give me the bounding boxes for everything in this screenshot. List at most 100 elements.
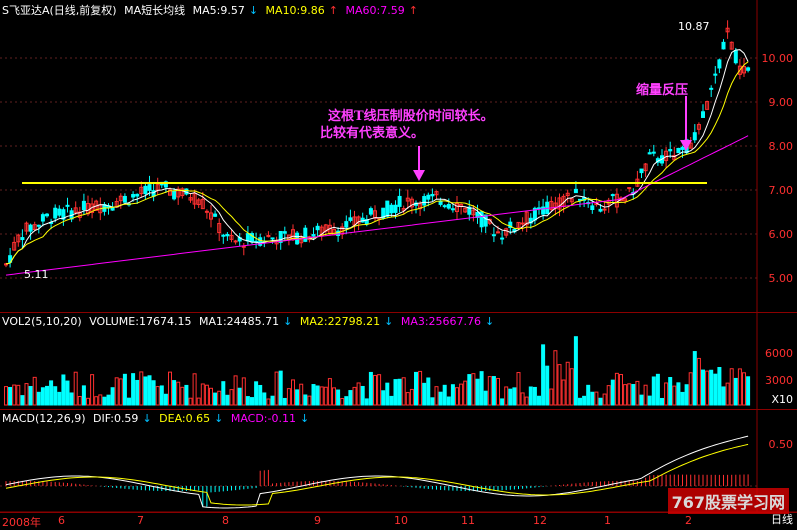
- volume-bar: [286, 388, 291, 406]
- candle-body: [442, 205, 447, 208]
- volume-bar: [446, 396, 451, 406]
- volume-bar: [213, 392, 218, 406]
- candle-body: [573, 188, 578, 194]
- volume-bar: [364, 398, 369, 406]
- candle-body: [32, 224, 37, 230]
- candle-body: [270, 237, 275, 240]
- x-label: 2: [685, 514, 692, 527]
- volume-bar: [471, 373, 476, 406]
- price-header: S飞亚达A(日线,前复权) MA短长均线 MA5:9.57 ↓ MA10:9.86…: [2, 2, 422, 18]
- price-panel[interactable]: S飞亚达A(日线,前复权) MA短长均线 MA5:9.57 ↓ MA10:9.86…: [0, 0, 797, 313]
- candle-body: [701, 111, 705, 118]
- candle-body: [713, 73, 718, 76]
- price-tick: 9.00: [768, 96, 794, 109]
- volume-bar: [619, 374, 623, 406]
- volume-bar: [389, 395, 394, 406]
- down-arrow-icon: ↓: [384, 315, 394, 328]
- candle-body: [610, 194, 615, 197]
- candle-body: [204, 210, 209, 213]
- volume-bar: [504, 386, 509, 406]
- candle-body: [139, 186, 144, 195]
- candle-body: [705, 101, 710, 110]
- volume-bar: [696, 357, 701, 406]
- annotation-arrow-head: [680, 140, 692, 151]
- ma5-value: MA5:9.57: [192, 4, 245, 17]
- volume-bar: [430, 397, 435, 406]
- candle-body: [209, 212, 213, 220]
- candle-body: [147, 184, 152, 191]
- candle-body: [61, 209, 66, 220]
- volume-bar: [606, 385, 611, 406]
- volume-bar: [237, 387, 242, 406]
- candle-body: [479, 211, 484, 228]
- x-label: 10: [394, 514, 408, 527]
- candle-body: [639, 168, 644, 174]
- candle-body: [688, 142, 693, 149]
- candle-body: [434, 191, 439, 196]
- volume-bar: [32, 376, 37, 406]
- volume-bar: [250, 397, 254, 406]
- volume-bar: [262, 392, 267, 406]
- candle-body: [742, 66, 746, 74]
- volume-bar: [393, 379, 398, 406]
- volume-bar: [340, 398, 345, 406]
- volume-bar: [332, 387, 336, 406]
- candle-body: [168, 189, 172, 196]
- volume-bar: [135, 379, 140, 406]
- volume-bar: [377, 374, 382, 406]
- volume-bar: [192, 373, 197, 406]
- candle-body: [16, 234, 21, 243]
- x-label: 11: [461, 514, 475, 527]
- volume-bar: [188, 397, 193, 406]
- low-price-label: 5.11: [24, 268, 49, 281]
- volume-bar: [168, 371, 172, 406]
- volume-panel[interactable]: VOL2(5,10,20) VOLUME:17674.15 MA1:24485.…: [0, 313, 797, 410]
- volume-bar: [459, 383, 464, 406]
- volume-bar: [737, 368, 742, 406]
- candle-body: [163, 181, 168, 188]
- volume-bar: [196, 397, 201, 406]
- candle-body: [393, 204, 398, 213]
- candle-body: [381, 207, 386, 219]
- volume-bar: [24, 383, 29, 406]
- volume-bar: [373, 374, 377, 406]
- volume-bar: [643, 384, 648, 406]
- volume-bar: [590, 391, 595, 406]
- candle-body: [81, 200, 86, 211]
- volume-bar: [229, 389, 234, 406]
- volume-bar: [635, 380, 640, 406]
- volume-bar: [422, 382, 427, 406]
- period-tab[interactable]: 日线: [771, 513, 793, 526]
- candle-body: [405, 197, 410, 202]
- candle-body: [651, 151, 656, 154]
- volume-bar: [709, 369, 714, 406]
- volume-bar: [270, 395, 275, 406]
- macd-header: MACD(12,26,9) DIF:0.59 ↓ DEA:0.65 ↓ MACD:-…: [2, 412, 313, 425]
- candle-body: [348, 217, 353, 221]
- volume-bar: [12, 384, 17, 406]
- volume-bar: [672, 385, 677, 406]
- price-tick: 10.00: [761, 52, 794, 65]
- volume-bar: [684, 384, 689, 406]
- volume-bar: [725, 382, 730, 406]
- candle-body: [467, 206, 472, 215]
- candle-body: [696, 124, 701, 130]
- volume-bar: [319, 386, 324, 406]
- candle-body: [299, 239, 304, 244]
- macd-dif: DIF:0.59: [93, 412, 139, 425]
- candle-body: [500, 237, 505, 240]
- volume-bar: [647, 395, 652, 406]
- candle-body: [344, 221, 349, 228]
- volume-bar: [701, 369, 705, 406]
- candle-body: [709, 87, 714, 90]
- volume-bar: [360, 385, 365, 406]
- volume-bar: [409, 388, 414, 406]
- volume-bar: [172, 380, 177, 406]
- volume-bar: [500, 398, 505, 406]
- volume-bar: [147, 375, 152, 406]
- volume-bar: [282, 397, 287, 406]
- volume-bar: [573, 336, 578, 406]
- volume-bar: [327, 378, 332, 406]
- candle-body: [65, 204, 70, 207]
